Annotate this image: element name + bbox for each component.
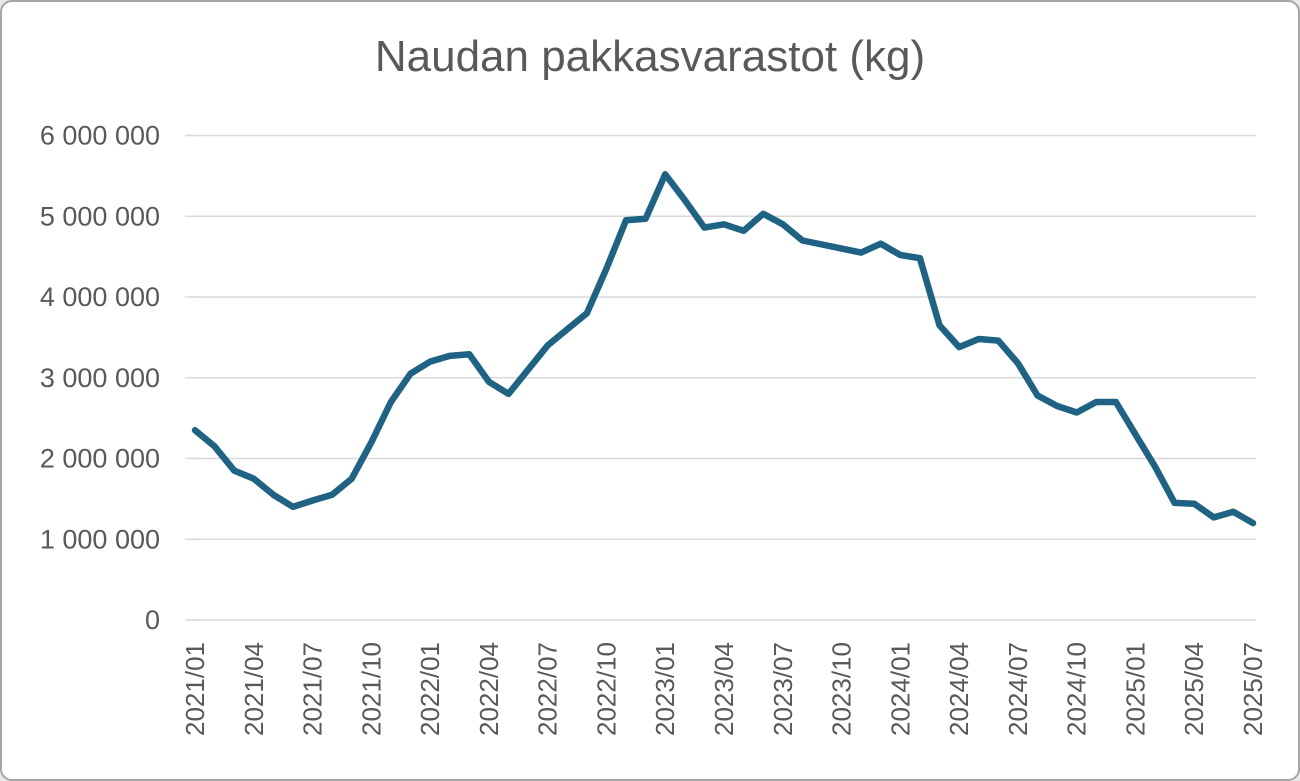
- x-tick-label: 2022/10: [591, 642, 621, 736]
- x-tick-label: 2021/01: [180, 642, 210, 736]
- chart-title: Naudan pakkasvarastot (kg): [374, 32, 926, 81]
- x-tick-label: 2021/04: [239, 642, 269, 736]
- x-tick-label: 2025/07: [1238, 642, 1268, 736]
- x-tick-label: 2023/10: [827, 642, 857, 736]
- x-tick-label: 2025/01: [1120, 642, 1150, 736]
- y-tick-label: 3 000 000: [40, 363, 160, 393]
- y-tick-label: 0: [145, 605, 160, 635]
- y-tick-label: 4 000 000: [40, 282, 160, 312]
- x-tick-label: 2021/10: [356, 642, 386, 736]
- y-tick-label: 2 000 000: [40, 444, 160, 474]
- x-tick-label: 2022/01: [415, 642, 445, 736]
- x-tick-label: 2023/01: [650, 642, 680, 736]
- x-tick-label: 2024/04: [944, 642, 974, 736]
- x-tick-label: 2023/07: [768, 642, 798, 736]
- x-tick-label: 2024/07: [1003, 642, 1033, 736]
- x-tick-label: 2025/04: [1179, 642, 1209, 736]
- y-tick-label: 6 000 000: [40, 121, 160, 151]
- x-tick-label: 2021/07: [298, 642, 328, 736]
- y-tick-label: 1 000 000: [40, 524, 160, 554]
- data-series-line: [191, 171, 1257, 527]
- x-tick-label: 2024/01: [885, 642, 915, 736]
- x-tick-label: 2023/04: [709, 642, 739, 736]
- y-tick-label: 5 000 000: [40, 201, 160, 231]
- x-tick-label: 2022/04: [474, 642, 504, 736]
- x-tick-label: 2022/07: [533, 642, 563, 736]
- x-tick-label: 2024/10: [1062, 642, 1092, 736]
